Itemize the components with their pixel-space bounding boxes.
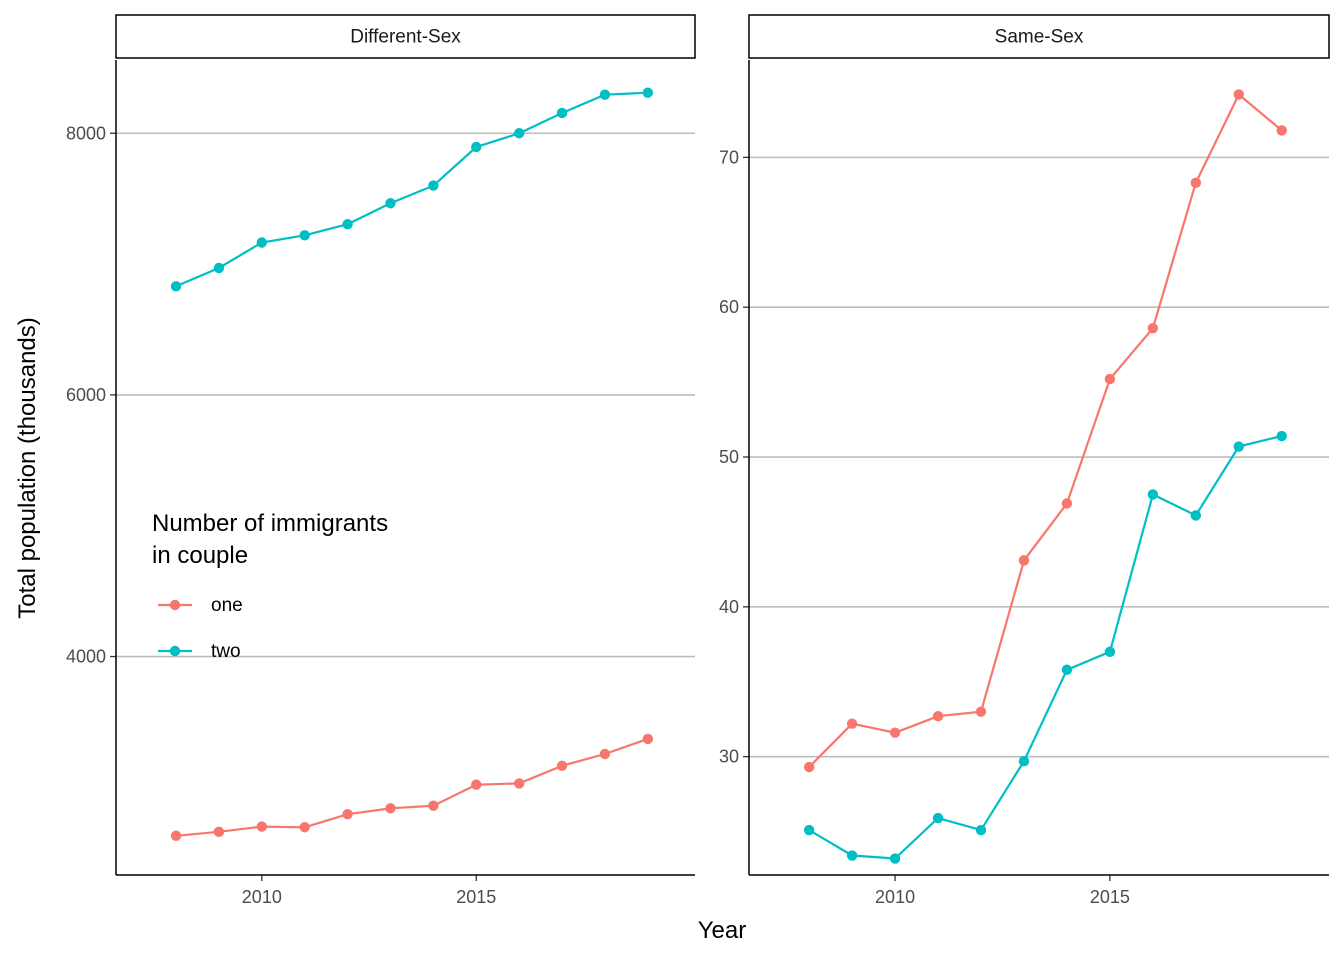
x-tick-label: 2010 [875,887,915,907]
x-tick-label: 2010 [242,887,282,907]
facet-strip-label: Different-Sex [350,27,461,48]
data-point-two [803,824,815,836]
data-point-two [385,198,396,209]
panel-2: Same-Sex 30 40 50 60 70 2010 2015 [719,14,1330,907]
data-point-one [256,821,268,832]
legend-title-line-1: Number of immigrants [152,510,388,537]
y-tick-label: 6000 [66,385,106,405]
data-point-one [342,808,353,820]
series-line-one [175,737,649,837]
facet-strip [115,14,696,59]
data-point-one [170,830,182,841]
data-point-one [1276,125,1287,136]
x-tick-label: 2015 [1090,887,1130,907]
data-point-one [471,779,482,790]
data-point-two [1104,646,1116,657]
data-point-two [975,824,987,836]
data-point-two [428,180,439,191]
data-point-one [428,800,439,811]
data-point-two [213,262,225,274]
y-tick-label: 60 [719,297,739,317]
legend-key-point-one [169,599,181,611]
data-point-two [1190,510,1202,521]
data-point-one [975,706,987,717]
data-point-one [642,733,654,745]
data-point-two [599,89,611,100]
x-axis-title: Year [698,917,747,944]
data-point-one [1147,322,1159,334]
data-point-two [642,87,654,98]
data-point-one [846,718,858,729]
x-tick-label: 2015 [456,887,496,907]
data-point-two [556,107,568,119]
series-line-two [175,91,648,288]
y-tick-label: 30 [719,747,739,767]
data-point-one [556,760,568,771]
data-point-two [256,237,268,248]
y-tick-label: 70 [719,147,739,167]
data-point-one [889,727,901,738]
data-point-two [1276,430,1287,442]
series-line-one [808,92,1283,768]
data-point-one [1190,177,1202,189]
data-point-one [513,778,525,789]
data-point-two [342,218,353,230]
data-point-two [846,850,858,861]
data-point-one [1061,498,1073,509]
data-point-two [471,141,482,153]
y-tick-label: 8000 [66,123,106,143]
legend-key-point-two [169,645,181,657]
data-point-two [932,812,944,824]
data-point-two [170,281,182,292]
data-point-one [1233,89,1244,100]
data-point-one [385,803,396,814]
data-point-one [213,826,225,838]
data-point-two [1147,489,1159,500]
y-tick-label: 50 [719,447,739,467]
data-point-one [1018,555,1030,566]
data-point-two [1233,441,1244,452]
y-axis-title: Total population (thousands) [14,317,41,619]
data-point-two [513,128,525,139]
data-point-two [299,230,310,241]
legend-title-line-2: in couple [152,542,248,569]
legend-label-one: one [211,595,243,616]
data-point-one [299,822,310,833]
series-line-two [808,434,1282,860]
panel-1: Different-Sex 4000 6000 8000 2010 2015 [66,14,696,907]
legend-label-two: two [211,641,241,662]
data-point-one [932,710,944,722]
facet-strip-label: Same-Sex [995,27,1084,48]
y-tick-label: 4000 [66,647,106,667]
data-point-one [803,761,815,773]
data-point-one [599,748,611,760]
data-point-two [1061,664,1073,675]
legend: Number of immigrants in couple one two [152,510,388,662]
data-point-two [889,853,901,864]
facet-strip [748,14,1330,59]
data-point-two [1018,755,1030,767]
data-point-one [1104,373,1116,385]
y-tick-label: 40 [719,597,739,617]
